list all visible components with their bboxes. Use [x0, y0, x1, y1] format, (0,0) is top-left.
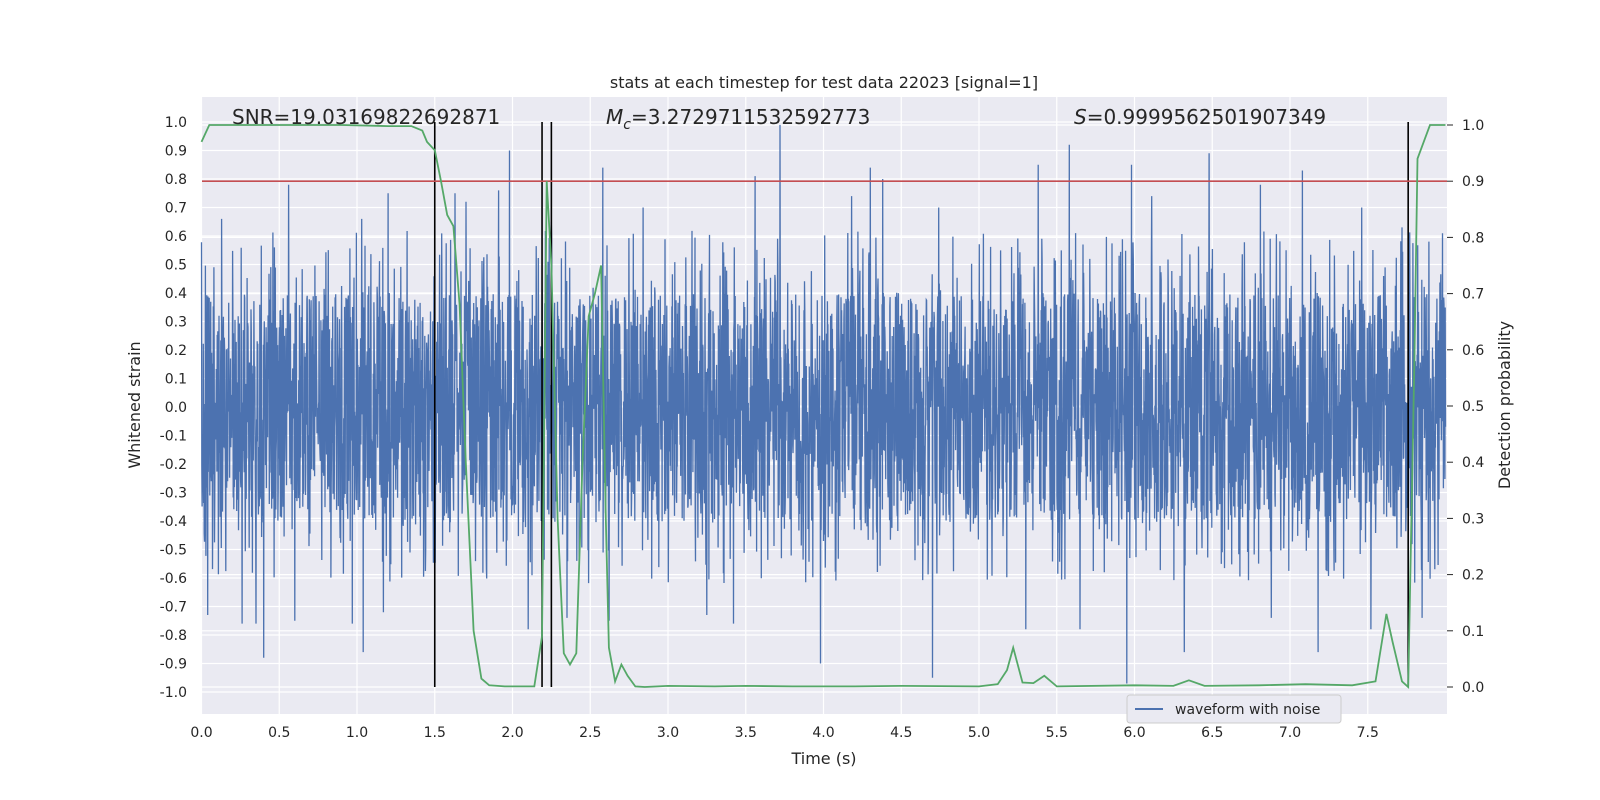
- x-tick-label: 6.5: [1201, 725, 1223, 741]
- y-tick-label: -0.5: [160, 543, 187, 559]
- y-tick-label: -0.1: [160, 429, 187, 445]
- x-tick-label: 0.5: [268, 725, 290, 741]
- probability-series-group: [200, 124, 1446, 689]
- chart-title: stats at each timestep for test data 220…: [610, 73, 1038, 92]
- y2-tick-label: 0.1: [1462, 624, 1484, 640]
- x-tick-label: 5.5: [1046, 725, 1068, 741]
- legend: waveform with noise: [1126, 694, 1342, 724]
- strain-waveform-line: [200, 124, 1447, 684]
- x-tick-label: 5.0: [968, 725, 990, 741]
- y-tick-label: 0.3: [165, 315, 187, 331]
- y2-tick-label: 0.2: [1462, 568, 1484, 584]
- chirp-mass-symbol: M: [606, 105, 623, 129]
- score-symbol: S: [1074, 105, 1087, 129]
- x-tick-label: 3.0: [657, 725, 679, 741]
- y2-tick-label: 0.9: [1462, 174, 1484, 190]
- y-tick-label: 0.4: [165, 286, 187, 302]
- y-tick-label: -0.4: [160, 514, 187, 530]
- x-tick-label: 2.0: [501, 725, 523, 741]
- x-tick-label: 7.0: [1279, 725, 1301, 741]
- y-tick-label: 0.0: [165, 400, 187, 416]
- x-tick-label: 6.0: [1123, 725, 1145, 741]
- strain-series: [200, 124, 1447, 684]
- y2-tick-label: 0.6: [1462, 343, 1484, 359]
- x-axis-label: Time (s): [790, 749, 856, 768]
- x-tick-label: 1.5: [424, 725, 446, 741]
- x-axis-ticks: 0.0 0.5 1.0 1.5 2.0 2.5 3.0 3.5 4.0 4.5 5.0 5.5 6.0 6…: [190, 725, 1379, 741]
- probability-line: [200, 124, 1446, 689]
- y-tick-label: -0.8: [160, 628, 187, 644]
- x-tick-label: 1.0: [346, 725, 368, 741]
- y2-tick-label: 0.5: [1462, 399, 1484, 415]
- x-tick-label: 4.5: [890, 725, 912, 741]
- chirp-mass-annotation: Mc=3.2729711532592773: [606, 105, 870, 133]
- y2-tick-label: 0.3: [1462, 511, 1484, 527]
- y-tick-label: 0.1: [165, 372, 187, 388]
- snr-annotation: SNR=19.03169822692871: [232, 105, 500, 129]
- x-tick-label: 3.5: [735, 725, 757, 741]
- y-tick-label: -0.7: [160, 600, 187, 616]
- x-tick-label: 4.0: [812, 725, 834, 741]
- legend-label: waveform with noise: [1175, 702, 1320, 718]
- x-tick-label: 2.5: [579, 725, 601, 741]
- y-tick-label: -0.2: [160, 457, 187, 473]
- chirp-mass-subscript: c: [623, 117, 631, 133]
- y-axis-label: Whitened strain: [125, 341, 144, 468]
- y2-tick-label: 0.0: [1462, 680, 1484, 696]
- x-tick-label: 0.0: [190, 725, 212, 741]
- y-tick-label: 0.8: [165, 172, 187, 188]
- y-tick-label: 1.0: [165, 115, 187, 131]
- y2-tick-label: 0.4: [1462, 455, 1484, 471]
- y2-axis-label: Detection probability: [1495, 321, 1514, 489]
- y2-tick-label: 0.7: [1462, 287, 1484, 303]
- y-tick-label: -1.0: [160, 685, 187, 701]
- chirp-mass-value: =3.2729711532592773: [631, 105, 870, 129]
- y-tick-label: 0.2: [165, 343, 187, 359]
- y-axis-ticks: 1.0 0.9 0.8 0.7 0.6 0.5 0.4 0.3 0.2 0.1 0.0 -0.1 -0.…: [160, 115, 187, 701]
- y-tick-label: -0.3: [160, 486, 187, 502]
- y2-tick-label: 0.8: [1462, 230, 1484, 246]
- y2-axis-ticks: 1.0 0.9 0.8 0.7 0.6 0.5 0.4 0.3 0.2 0.1 0.0: [1447, 118, 1484, 696]
- y2-tick-label: 1.0: [1462, 118, 1484, 134]
- y-tick-label: 0.5: [165, 258, 187, 274]
- legend-box: [1126, 694, 1342, 724]
- y-tick-label: -0.9: [160, 657, 187, 673]
- y-tick-label: -0.6: [160, 571, 187, 587]
- score-annotation: S=0.9999562501907349: [1074, 105, 1326, 129]
- y-tick-label: 0.9: [165, 144, 187, 160]
- y-tick-label: 0.7: [165, 201, 187, 217]
- x-tick-label: 7.5: [1357, 725, 1379, 741]
- y-tick-label: 0.6: [165, 229, 187, 245]
- score-value: =0.9999562501907349: [1087, 105, 1326, 129]
